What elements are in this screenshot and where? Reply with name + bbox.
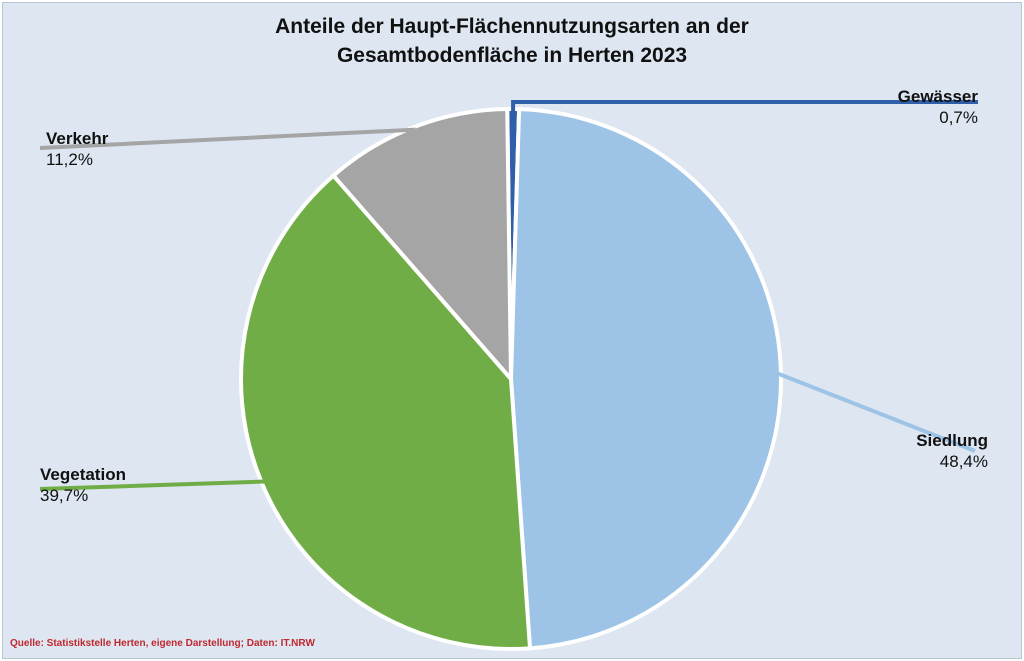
leader-line-vegetation (39, 479, 265, 491)
label-siedlung: Siedlung 48,4% (830, 430, 988, 472)
pie-slice-verkehr (331, 107, 513, 381)
label-verkehr-value: 11,2% (46, 150, 93, 169)
chart-title-line-1: Anteile der Haupt-Flächennutzungsarten a… (275, 15, 749, 38)
pie-slice-siedlung (509, 107, 783, 651)
label-vegetation-name: Vegetation (40, 465, 126, 484)
label-verkehr: Verkehr 11,2% (46, 128, 246, 170)
leader-line-siedlung (777, 371, 976, 453)
chart-title-line-2: Gesamtbodenfläche in Herten 2023 (336, 44, 688, 67)
label-verkehr-name: Verkehr (46, 129, 109, 148)
label-siedlung-name: Siedlung (916, 431, 988, 450)
label-gewaesser: Gewässer 0,7% (830, 86, 978, 128)
leader-line-gewsser (511, 100, 978, 120)
label-vegetation-value: 39,7% (40, 486, 89, 505)
chart-title: Anteile der Haupt-Flächennutzungsarten a… (0, 12, 1024, 70)
leader-line-verkehr (39, 127, 416, 150)
label-gewaesser-name: Gewässer (897, 87, 978, 106)
source-note: Quelle: Statistikstelle Herten, eigene D… (10, 638, 315, 649)
label-vegetation: Vegetation 39,7% (40, 464, 240, 506)
label-siedlung-value: 48,4% (939, 452, 988, 471)
label-gewaesser-value: 0,7% (939, 108, 978, 127)
